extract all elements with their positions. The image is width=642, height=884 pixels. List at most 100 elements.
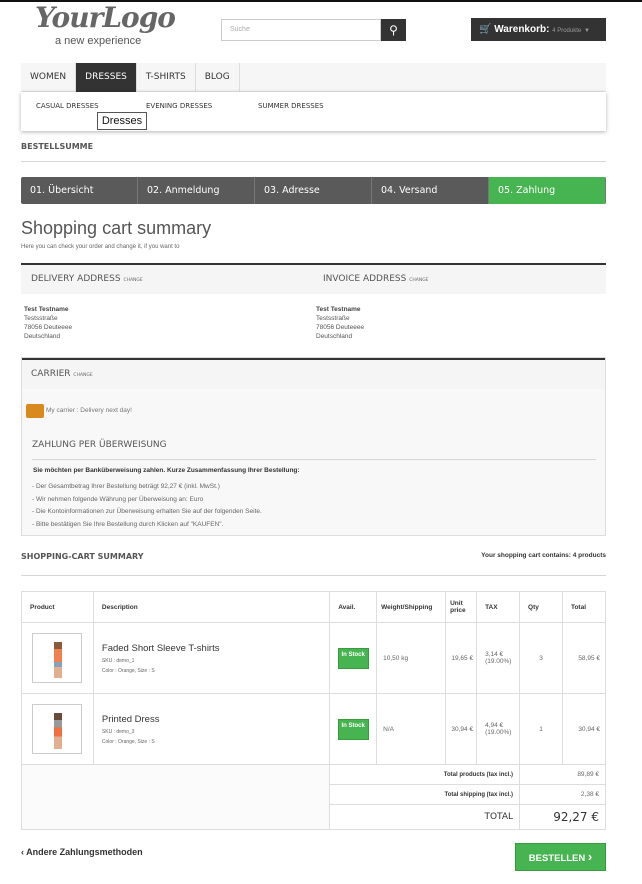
address-header: DELIVERY ADDRESS CHANGE INVOICE ADDRESS … [21,263,606,294]
step-shipping[interactable]: 04. Versand [372,177,489,204]
col-qty: Qty [519,591,563,623]
stock-badge: In Stock [337,647,369,669]
chevron-left-icon: ‹ [21,847,24,857]
chevron-right-icon: › [587,849,593,864]
tooltip: Dresses [97,112,147,130]
total-shipping-value: 2,38 € [519,784,606,805]
cart-label: Warenkorb: [494,24,550,35]
total-row: TOTAL 92,27 € [22,804,606,830]
tax: 3,14 € [485,651,504,658]
carrier-payment-box: CARRIER CHANGE My carrier : Delivery nex… [21,357,606,536]
page-subtitle: Here you can check your order and change… [21,244,180,250]
carrier-title: CARRIER [31,369,71,379]
nav-tshirts[interactable]: T-SHIRTS [137,63,196,92]
col-avail: Avail. [329,591,378,623]
addr-name: Test Testname [24,306,69,313]
cart-table: Product Description Avail. Weight/Shippi… [20,591,607,830]
submenu-evening-dresses[interactable]: EVENING DRESSES [146,102,213,110]
step-payment: 05. Zahlung [489,177,606,204]
carrier-change-link[interactable]: CHANGE [73,373,93,378]
total-shipping-label: Total shipping (tax incl.) [329,784,521,805]
nav-women[interactable]: WOMEN [21,63,77,92]
search-button[interactable]: ⚲ [381,19,406,41]
payment-line: - Wir nehmen folgende Währung per Überwe… [32,495,204,503]
back-label: Andere Zahlungsmethoden [26,847,143,857]
payment-line: - Bitte bestätigen Sie Ihre Bestellung d… [32,520,224,528]
divider [32,459,596,460]
addr-street: Testsstraße [316,315,350,322]
addr-name: Test Testname [316,306,361,313]
main-nav: WOMEN DRESSES T-SHIRTS BLOG [21,63,606,92]
quantity: 1 [519,693,563,765]
invoice-change-link[interactable]: CHANGE [409,278,429,283]
tax-rate: (19.00%) [485,658,512,665]
payment-title: ZAHLUNG PER ÜBERWEISUNG [32,440,167,450]
col-unit-price: Unit price [445,591,478,623]
nav-dresses[interactable]: DRESSES [76,63,137,92]
table-row: Printed Dress SKU : demo_3 Color : Orange,… [21,693,607,765]
checkout-steps: 01. Übersicht 02. Anmeldung 03. Adresse … [21,177,606,204]
cart-count: 4 Produkte [552,28,582,34]
unit-price: 30,94 € [445,693,478,765]
product-attrs: Color : Orange, Size : S [101,738,155,745]
invoice-address: Test Testname Testsstraße 78056 Deuteeee De… [316,305,364,341]
page-title: Shopping cart summary [21,218,212,238]
product-name[interactable]: Faded Short Sleeve T-shirts [101,642,220,654]
table-row: Faded Short Sleeve T-shirts SKU : demo_1 C… [21,622,607,694]
payment-line: - Die Kontoinformationen zur Überweisung… [32,508,262,515]
col-total: Total [561,591,607,623]
cart-summary-title: SHOPPING-CART SUMMARY [21,552,144,561]
row-total: 58,95 € [561,622,607,694]
delivery-address: Test Testname Testsstraße 78056 Deuteeee De… [24,305,72,341]
payment-details: - Der Gesamtbetrag Ihrer Bestellung betr… [32,481,262,531]
divider [21,575,606,576]
weight: N/A [376,693,447,765]
cart-count-text: Your shopping cart contains: 4 products [481,552,606,559]
unit-price: 19,65 € [445,622,478,694]
order-button[interactable]: BESTELLEN › [515,843,606,871]
product-name[interactable]: Printed Dress [101,713,160,725]
logo[interactable]: YourLogo a new experience [35,4,180,50]
cart-button[interactable]: 🛒 Warenkorb: 4 Produkte ▼ [471,18,606,41]
total-label: TOTAL [329,804,521,830]
quantity: 3 [519,622,563,694]
step-login[interactable]: 02. Anmeldung [138,177,255,204]
step-address[interactable]: 03. Adresse [255,177,372,204]
addr-city: 78056 Deuteeee [316,324,365,331]
logo-text: YourLogo [35,1,176,34]
addr-country: Deutschland [24,333,61,340]
product-image[interactable] [32,704,83,754]
nav-blog[interactable]: BLOG [196,63,240,92]
search-input[interactable]: Suche [221,19,381,41]
other-payment-methods-link[interactable]: ‹ Andere Zahlungsmethoden [21,847,143,857]
delivery-title: DELIVERY ADDRESS [31,274,121,284]
search-icon: ⚲ [389,23,398,37]
col-weight: Weight/Shipping [376,591,447,623]
col-tax: TAX [476,591,521,623]
product-sku: SKU : demo_1 [101,657,135,664]
weight: 10,50 kg [376,622,447,694]
submenu-summer-dresses[interactable]: SUMMER DRESSES [258,102,324,110]
delivery-change-link[interactable]: CHANGE [123,278,143,283]
logo-tagline: a new experience [55,35,142,47]
addr-country: Deutschland [316,333,353,340]
total-products-label: Total products (tax incl.) [329,764,521,785]
tax-rate: (19.00%) [485,729,512,736]
addr-city: 78056 Deuteeee [24,324,73,331]
submenu-casual-dresses[interactable]: CASUAL DRESSES [36,102,99,110]
total-products-row: Total products (tax incl.) 89,89 € [20,764,606,830]
total-products-value: 89,89 € [519,764,606,785]
col-description: Description [92,591,331,623]
tax: 4,94 € [485,722,504,729]
payment-line: - Der Gesamtbetrag Ihrer Bestellung betr… [32,483,220,490]
step-overview[interactable]: 01. Übersicht [21,177,138,204]
payment-intro: Sie möchten per Banküberweisung zahlen. … [33,467,300,474]
chevron-down-icon: ▼ [584,28,590,34]
row-total: 30,94 € [561,693,607,765]
product-image[interactable] [32,633,83,683]
section-label: BESTELLSUMME [21,142,94,151]
carrier-header: CARRIER CHANGE [22,358,605,389]
cart-icon: 🛒 [479,24,492,35]
product-sku: SKU : demo_3 [101,728,135,735]
addr-street: Testsstraße [24,315,58,322]
